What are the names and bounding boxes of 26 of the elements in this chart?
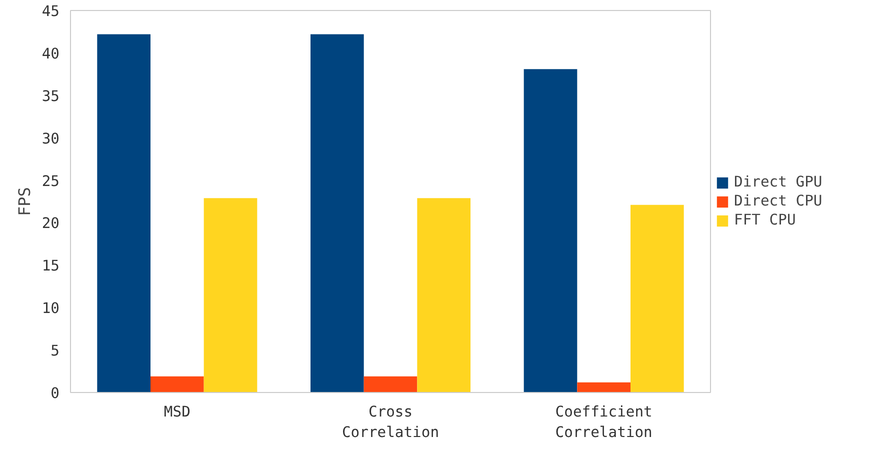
bar (417, 198, 470, 392)
legend-label: Direct CPU (734, 192, 822, 210)
bar (524, 69, 578, 392)
y-tick-label: 45 (42, 3, 60, 20)
y-tick-label: 30 (42, 130, 60, 148)
legend-label: Direct GPU (734, 174, 822, 190)
bar (204, 198, 258, 392)
y-tick-label: 15 (42, 258, 60, 275)
y-tick-label: 35 (42, 88, 60, 105)
y-tick-label: 40 (42, 45, 60, 62)
y-tick-label: 20 (42, 215, 60, 232)
y-tick-label: 10 (42, 300, 60, 318)
y-tick-label: 5 (50, 342, 60, 360)
y-axis-title: FPS (14, 187, 34, 216)
x-tick-label: MSD (164, 404, 190, 420)
bar (630, 204, 684, 392)
bar (310, 34, 364, 392)
x-tick-label: Cross Correlation (342, 404, 440, 441)
legend-label: FFT CPU (734, 212, 796, 228)
y-tick-label: 0 (50, 385, 60, 402)
bar (577, 382, 630, 392)
y-tick-label: 25 (42, 172, 60, 190)
bar (364, 376, 418, 392)
bar (97, 34, 150, 392)
bar (150, 376, 204, 392)
x-tick-label: Coefficient Correlation (555, 404, 652, 441)
